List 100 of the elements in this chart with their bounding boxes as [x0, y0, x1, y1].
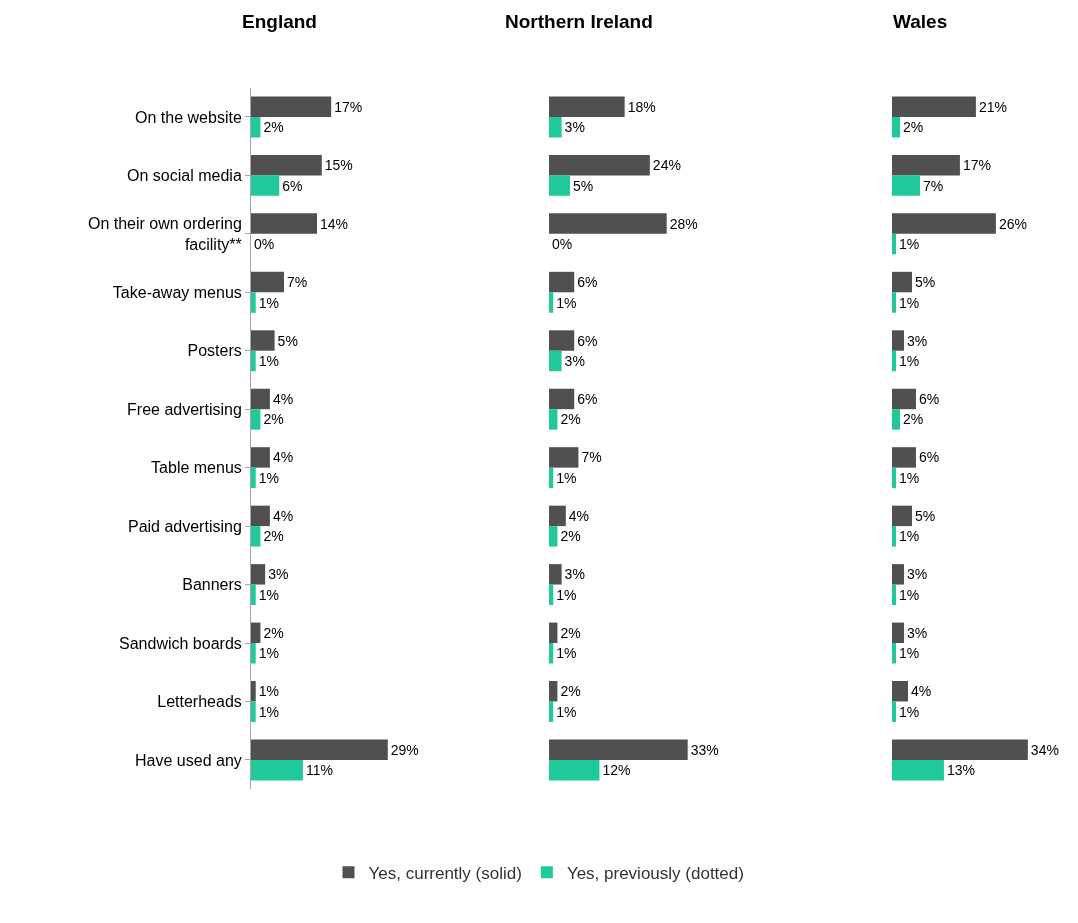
data-label: 2% — [263, 528, 284, 545]
bar — [892, 759, 944, 781]
bar — [251, 564, 266, 585]
data-label: 7% — [922, 177, 944, 194]
chart-title: Northern Ireland — [505, 11, 653, 32]
bar — [549, 154, 650, 176]
bar — [892, 409, 900, 430]
data-label: 6% — [577, 390, 598, 407]
chart-title: England — [242, 11, 317, 32]
data-label: 2% — [560, 411, 581, 428]
data-label: 4% — [568, 507, 590, 524]
data-label: 4% — [910, 683, 932, 700]
data-label: 4% — [272, 449, 294, 466]
legend-label: Yes, currently (solid) — [368, 863, 522, 883]
y-tick-label: Posters — [187, 342, 242, 360]
bar — [892, 330, 904, 351]
bar — [892, 154, 960, 176]
bar — [251, 116, 261, 138]
data-label: 3% — [906, 566, 928, 583]
data-label: 0% — [552, 236, 573, 253]
data-label: 7% — [287, 274, 308, 291]
bar — [892, 447, 916, 468]
bar — [892, 213, 996, 234]
bar — [251, 739, 388, 760]
data-label: 4% — [272, 390, 294, 407]
data-label: 1% — [899, 528, 920, 545]
data-label: 3% — [268, 566, 289, 583]
data-label: 1% — [899, 645, 920, 662]
bar — [892, 584, 896, 606]
data-label: 3% — [564, 566, 585, 583]
data-label: 33% — [690, 741, 719, 758]
bar — [892, 116, 900, 138]
bar — [549, 116, 562, 138]
y-tick-label: Letterheads — [157, 693, 242, 711]
data-label: 28% — [669, 215, 698, 232]
bar — [251, 213, 318, 234]
bar — [251, 701, 256, 722]
bar — [251, 759, 303, 781]
y-tick-label: Take-away menus — [112, 283, 242, 301]
y-tick-label: Have used any — [135, 751, 242, 769]
data-label: 1% — [258, 645, 279, 662]
bar — [892, 96, 976, 117]
data-label: 1% — [899, 236, 920, 253]
bar — [549, 213, 667, 234]
y-tick-label: On social media — [127, 166, 242, 184]
bar — [251, 526, 261, 547]
data-label: 2% — [560, 528, 581, 545]
bar — [892, 467, 896, 489]
bar — [549, 175, 571, 196]
data-label: 6% — [282, 177, 303, 194]
bar — [549, 564, 562, 585]
data-label: 5% — [277, 332, 298, 349]
bar — [549, 701, 554, 722]
bar — [549, 759, 600, 781]
bar — [892, 643, 896, 664]
bar — [251, 643, 256, 664]
data-label: 5% — [914, 274, 936, 291]
data-label: 2% — [263, 411, 284, 428]
data-label: 3% — [564, 352, 585, 369]
bar — [549, 584, 554, 606]
bar — [251, 409, 261, 430]
bar — [549, 292, 554, 313]
bar — [251, 292, 256, 313]
bar — [251, 584, 256, 606]
bar — [251, 154, 322, 176]
data-label: 11% — [305, 762, 333, 779]
data-label: 1% — [258, 294, 279, 311]
bar — [892, 233, 896, 255]
legend-label: Yes, previously (dotted) — [566, 863, 744, 883]
data-label: 15% — [324, 157, 353, 174]
bar — [549, 681, 558, 702]
data-label: 7% — [581, 449, 602, 466]
data-label: 3% — [564, 119, 585, 136]
data-label: 3% — [906, 624, 928, 641]
data-label: 2% — [263, 119, 284, 136]
bar — [549, 447, 579, 468]
bar — [251, 681, 256, 702]
bar — [549, 271, 575, 293]
data-label: 14% — [320, 215, 349, 232]
data-label: 34% — [1030, 741, 1059, 758]
bar — [251, 330, 275, 351]
data-label: 1% — [899, 703, 920, 720]
data-label: 1% — [899, 294, 920, 311]
data-label: 24% — [652, 157, 681, 174]
data-label: 18% — [627, 98, 656, 115]
data-label: 1% — [556, 645, 577, 662]
bar — [549, 622, 558, 644]
y-tick-label: Paid advertising — [127, 517, 242, 535]
data-label: 5% — [914, 507, 936, 524]
bar — [549, 643, 554, 664]
bar — [892, 388, 916, 410]
data-label: 1% — [258, 469, 279, 486]
y-tick-label: On the website — [135, 108, 242, 126]
bar — [892, 526, 896, 547]
bar — [251, 388, 270, 410]
data-label: 1% — [258, 586, 279, 603]
data-label: 2% — [560, 624, 581, 641]
bar — [549, 330, 575, 351]
bar — [251, 505, 270, 527]
data-label: 1% — [899, 586, 920, 603]
